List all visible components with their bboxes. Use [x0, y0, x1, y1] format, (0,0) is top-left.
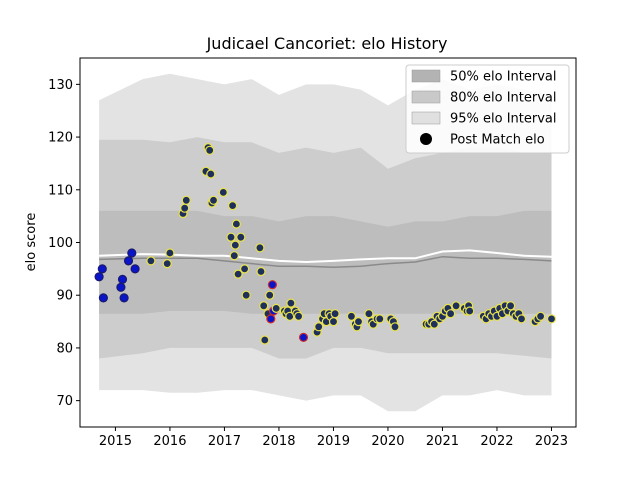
- y-tick-label: 90: [56, 289, 73, 304]
- x-axis-ticks: 2015 2016 2017 2018 2019 2020 2021 2022 2023: [99, 427, 568, 449]
- elo-point: [516, 314, 527, 324]
- legend-label: Post Match elo: [450, 133, 545, 148]
- elo-point: [265, 290, 275, 300]
- plot-area: [94, 73, 557, 412]
- elo-point: [256, 266, 266, 277]
- x-tick-label: 2019: [317, 434, 350, 449]
- elo-point: [165, 248, 175, 258]
- post-match-points: [94, 143, 557, 345]
- median-line: [99, 255, 552, 269]
- elo-point: [451, 301, 461, 311]
- interval-bands: [99, 73, 552, 412]
- elo-point: [97, 264, 107, 274]
- elo-point: [123, 256, 134, 266]
- legend-swatch: [411, 69, 441, 83]
- legend: 50% elo Interval 80% elo Interval 95% elo …: [405, 64, 570, 154]
- elo-point: [535, 311, 546, 321]
- elo-point: [228, 201, 238, 211]
- elo-point: [180, 203, 190, 213]
- elo-point: [229, 251, 239, 261]
- x-tick-label: 2023: [535, 434, 568, 449]
- elo-point: [231, 219, 241, 229]
- x-tick-label: 2021: [426, 434, 459, 449]
- band-50: [99, 210, 552, 314]
- elo-point: [233, 269, 243, 279]
- elo-point: [255, 243, 265, 253]
- elo-point: [375, 314, 385, 324]
- elo-point: [94, 272, 104, 282]
- elo-point: [465, 306, 475, 316]
- elo-point: [119, 293, 129, 303]
- elo-point: [236, 232, 246, 242]
- elo-point: [271, 303, 281, 313]
- elo-point: [208, 195, 219, 205]
- elo-point: [260, 335, 270, 345]
- elo-point: [266, 314, 276, 324]
- elo-point: [364, 309, 374, 319]
- x-tick-label: 2018: [262, 434, 295, 449]
- legend-label: 50% elo Interval: [450, 70, 557, 85]
- legend-marker: [420, 133, 432, 145]
- elo-point: [226, 232, 236, 242]
- elo-point: [314, 322, 324, 332]
- elo-point: [298, 332, 309, 342]
- y-tick-label: 110: [48, 183, 73, 198]
- y-tick-label: 70: [56, 394, 73, 409]
- legend-label: 95% elo Interval: [450, 112, 557, 127]
- elo-point: [127, 248, 137, 258]
- elo-point: [206, 169, 216, 179]
- elo-point: [98, 293, 109, 303]
- legend-label: 80% elo Interval: [450, 91, 557, 106]
- x-tick-label: 2017: [208, 434, 241, 449]
- y-tick-label: 80: [56, 341, 73, 356]
- elo-point: [116, 282, 126, 292]
- elo-point: [240, 264, 250, 274]
- elo-point: [130, 264, 140, 274]
- y-tick-label: 120: [48, 131, 73, 146]
- elo-point: [218, 187, 228, 197]
- legend-swatch: [411, 90, 441, 104]
- x-tick-label: 2015: [99, 434, 132, 449]
- x-tick-label: 2020: [371, 434, 404, 449]
- elo-point: [267, 280, 277, 290]
- elo-point: [353, 317, 364, 327]
- trend-lines: [99, 249, 552, 269]
- elo-point: [286, 298, 296, 308]
- y-axis-label: elo score: [24, 213, 39, 272]
- chart-title: Judicael Cancoriet: elo History: [206, 34, 448, 53]
- elo-point: [446, 309, 456, 319]
- elo-point: [181, 195, 191, 205]
- legend-swatch: [411, 111, 441, 125]
- elo-point: [506, 301, 516, 311]
- elo-point: [162, 259, 172, 269]
- x-tick-label: 2016: [153, 434, 186, 449]
- elo-point: [429, 319, 439, 329]
- y-tick-label: 130: [48, 78, 73, 93]
- elo-point: [146, 256, 156, 266]
- elo-point: [546, 314, 557, 324]
- x-tick-label: 2022: [480, 434, 513, 449]
- elo-point: [346, 311, 356, 321]
- elo-point: [241, 290, 251, 300]
- legend-box: [405, 64, 570, 154]
- elo-point: [259, 301, 269, 311]
- elo-point: [230, 240, 240, 250]
- y-tick-label: 100: [48, 236, 73, 251]
- elo-point: [390, 322, 400, 332]
- y-axis-ticks: 70 80 90 100 110 120 130: [48, 78, 80, 409]
- elo-point: [117, 274, 128, 284]
- mean-line: [99, 249, 552, 264]
- elo-point: [294, 311, 304, 321]
- elo-point: [330, 309, 340, 319]
- elo-point: [328, 317, 339, 327]
- elo-point: [205, 145, 215, 155]
